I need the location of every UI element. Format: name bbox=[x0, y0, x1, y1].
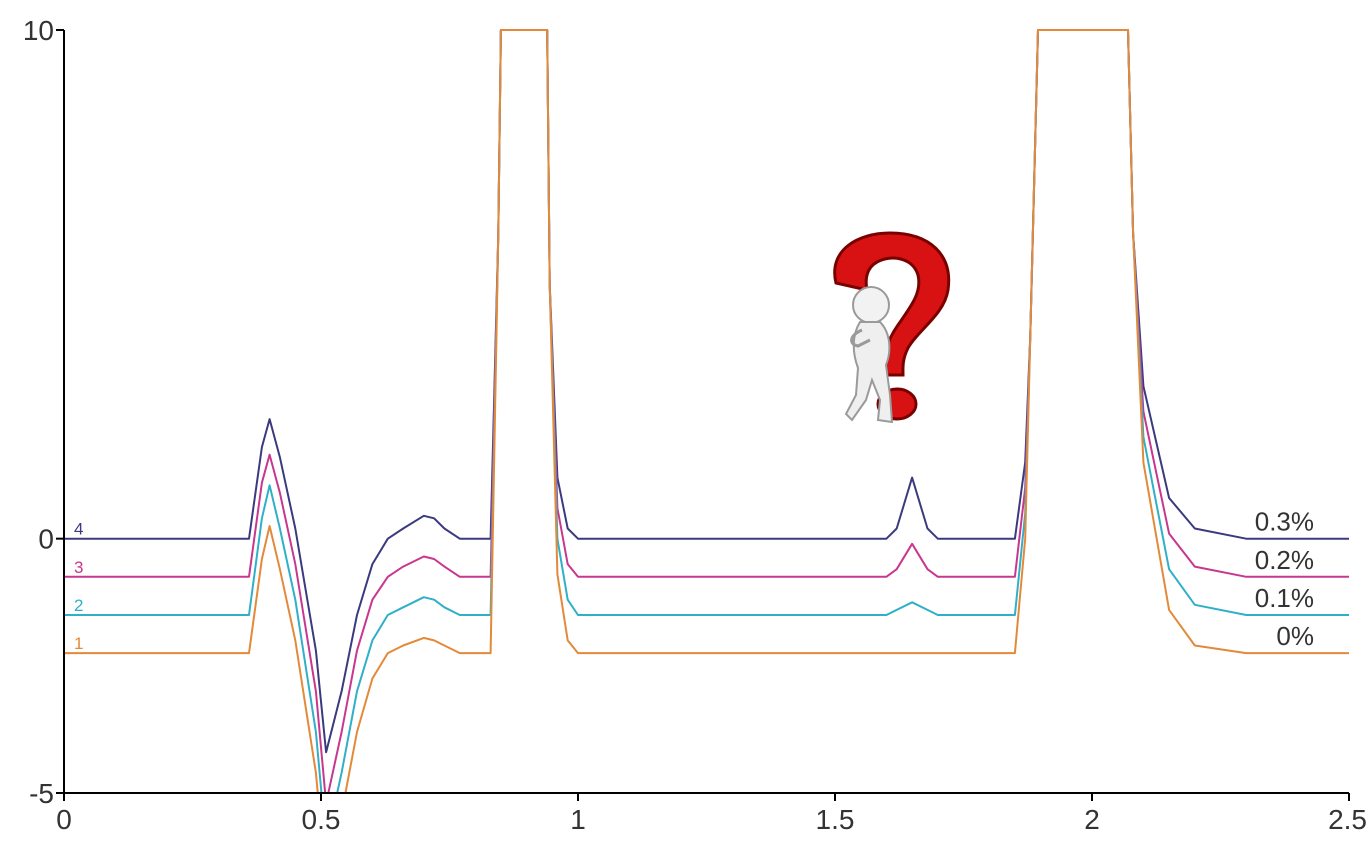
x-tick-label: 0 bbox=[56, 804, 72, 835]
x-tick-label: 1.5 bbox=[816, 804, 855, 835]
thinking-figure-question-mark-icon bbox=[833, 231, 951, 424]
x-axis-ticks: 0 0.5 1 1.5 2 2.5 bbox=[56, 793, 1367, 835]
series-line-4 bbox=[64, 29, 1349, 754]
x-tick-label: 2 bbox=[1084, 804, 1100, 835]
series-line-3 bbox=[64, 29, 1349, 793]
series-number-label: 3 bbox=[74, 558, 83, 577]
series-number-label: 4 bbox=[74, 520, 83, 539]
series-line-1 bbox=[64, 29, 1349, 793]
series-end-label: 0% bbox=[1276, 621, 1314, 651]
axes bbox=[63, 30, 1349, 794]
series-end-label: 0.1% bbox=[1255, 583, 1314, 613]
series-line-2 bbox=[64, 29, 1349, 793]
y-tick-label: 0 bbox=[38, 524, 54, 555]
x-tick-label: 2.5 bbox=[1328, 804, 1367, 835]
series-labels: 4 0.3% 3 0.2% 2 0.1% 1 0% bbox=[74, 507, 1314, 653]
series-end-label: 0.3% bbox=[1255, 507, 1314, 537]
y-tick-label: 10 bbox=[23, 15, 54, 46]
series-number-label: 2 bbox=[74, 596, 83, 615]
x-tick-label: 0.5 bbox=[302, 804, 341, 835]
series-end-label: 0.2% bbox=[1255, 545, 1314, 575]
series-number-label: 1 bbox=[74, 634, 83, 653]
y-tick-label: -5 bbox=[29, 778, 54, 809]
series-layer bbox=[64, 29, 1349, 793]
x-tick-label: 1 bbox=[570, 804, 586, 835]
y-axis-ticks: 10 0 -5 bbox=[23, 15, 64, 809]
